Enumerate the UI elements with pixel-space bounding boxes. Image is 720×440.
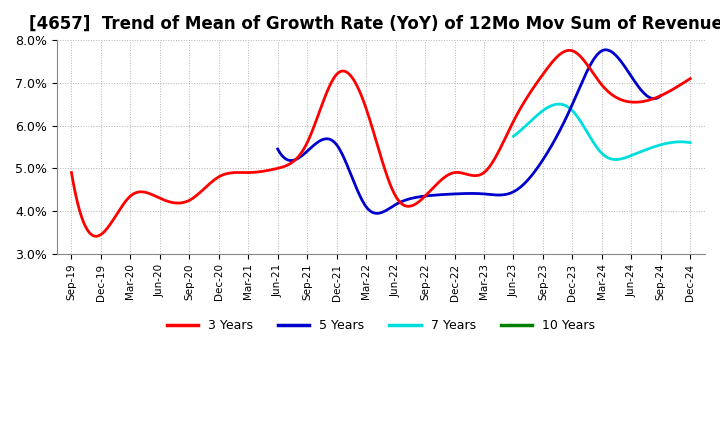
Title: [4657]  Trend of Mean of Growth Rate (YoY) of 12Mo Mov Sum of Revenues: [4657] Trend of Mean of Growth Rate (YoY… <box>29 15 720 33</box>
Legend: 3 Years, 5 Years, 7 Years, 10 Years: 3 Years, 5 Years, 7 Years, 10 Years <box>162 314 600 337</box>
